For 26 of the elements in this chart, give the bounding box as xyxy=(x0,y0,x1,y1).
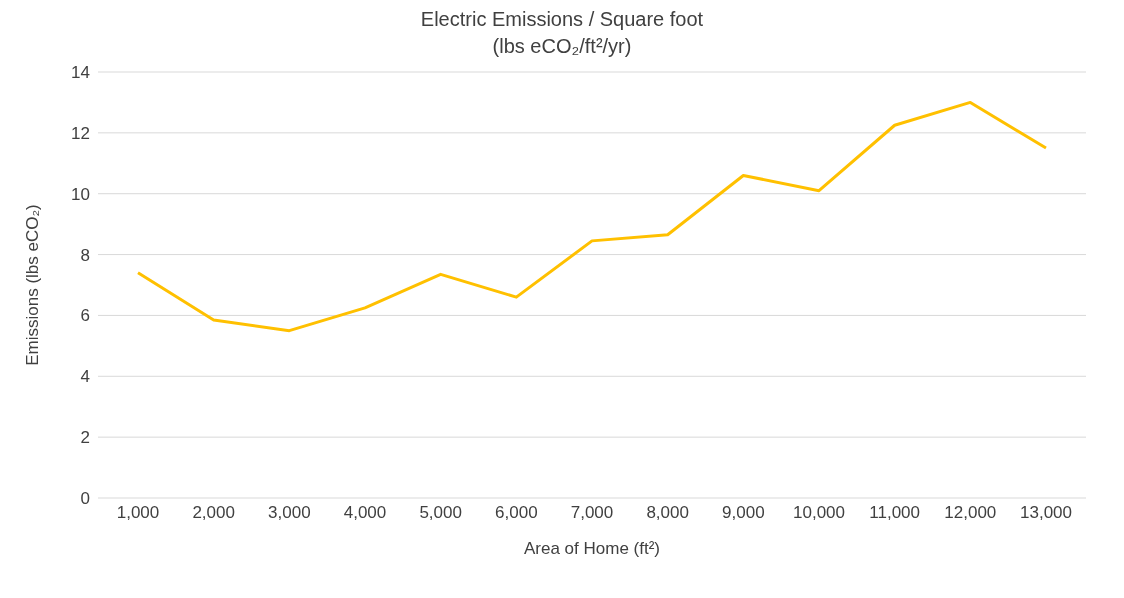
x-tick-label: 4,000 xyxy=(343,503,387,523)
x-tick-label: 1,000 xyxy=(116,503,160,523)
x-tick-label: 9,000 xyxy=(722,503,765,523)
y-tick-label: 10 xyxy=(71,184,90,204)
chart-title: Electric Emissions / Square foot xyxy=(419,8,705,31)
x-tick-label: 5,000 xyxy=(419,503,462,523)
x-tick-label: 3,000 xyxy=(268,503,311,523)
y-tick-label: 0 xyxy=(80,489,90,509)
y-tick-label: 12 xyxy=(71,123,90,143)
y-tick-label: 6 xyxy=(80,306,90,326)
x-tick-label: 2,000 xyxy=(192,503,235,523)
x-tick-label: 10,000 xyxy=(793,503,845,523)
y-tick-label: 14 xyxy=(71,63,90,83)
x-tick-label: 12,000 xyxy=(944,503,997,523)
y-axis-title: Emissions (lbs eCO₂) xyxy=(23,204,43,366)
x-tick-label: 7,000 xyxy=(570,503,614,523)
y-tick-label: 4 xyxy=(80,367,90,387)
line-series xyxy=(136,100,1048,333)
y-tick-label: 8 xyxy=(80,245,90,265)
x-tick-label: 6,000 xyxy=(495,503,538,523)
x-axis-title: Area of Home (ft²) xyxy=(523,539,661,558)
chart-subtitle: (lbs eCO₂/ft²/yr) xyxy=(491,35,633,58)
x-tick-label: 13,000 xyxy=(1020,503,1072,523)
y-tick-label: 2 xyxy=(80,428,90,448)
x-tick-label: 8,000 xyxy=(646,503,689,523)
x-tick-label: 11,000 xyxy=(869,503,921,523)
